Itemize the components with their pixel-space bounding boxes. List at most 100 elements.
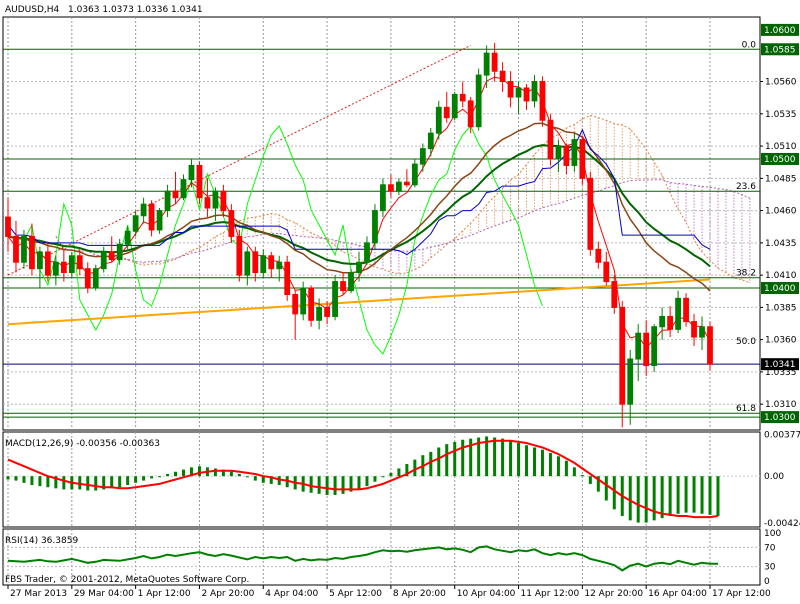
candle-body [587, 177, 594, 250]
stochastic-overlay [23, 125, 543, 355]
copyright-label: FBS Trader, © 2001-2012, MetaQuotes Soft… [5, 575, 249, 585]
macd-histogram-bar [413, 459, 417, 477]
macd-histogram-bar [373, 476, 377, 482]
macd-histogram-bar [46, 476, 50, 488]
macd-histogram-bar [405, 464, 409, 477]
candle-body [300, 287, 307, 315]
price-tick-label: 1.0510 [765, 142, 797, 152]
candle-body [332, 281, 338, 317]
candle-body [643, 332, 650, 366]
macd-histogram-bar [333, 476, 337, 495]
macd-histogram-bar [349, 476, 353, 492]
candle-body [683, 297, 689, 323]
macd-histogram-bar [525, 445, 529, 477]
macd-histogram-bar [556, 456, 560, 477]
fib-level-label: 38.2 [736, 269, 756, 279]
price-tick-label: 1.0335 [765, 368, 797, 378]
stochastic-line [23, 125, 543, 355]
macd-histogram-bar [381, 476, 385, 478]
candle-body [212, 190, 219, 209]
main-panel-frame [2, 16, 761, 431]
candle-body [531, 81, 538, 102]
price-tick-label: 1.0485 [765, 174, 797, 184]
macd-histogram-bar [14, 476, 18, 481]
macd-histogram-bar [261, 476, 265, 483]
candle-body [164, 190, 171, 212]
price-tick-label: 1.0535 [765, 110, 797, 120]
candle-body [571, 139, 578, 166]
candle-body [276, 261, 283, 270]
macd-histogram-bar [700, 476, 704, 514]
candle-body [116, 243, 123, 261]
macd-histogram-bar [134, 476, 138, 483]
candle-body [539, 81, 546, 121]
macd-histogram-bar [30, 476, 34, 486]
macd-histogram-bar [580, 475, 584, 477]
price-grid [2, 16, 761, 586]
candle-body [316, 306, 323, 321]
senkou-span-a [55, 114, 751, 284]
macd-histogram-bar [485, 436, 489, 477]
macd-histogram-bar [22, 476, 26, 483]
macd-histogram-bar [397, 468, 401, 477]
macd-histogram-bar [237, 473, 241, 477]
candle-body [228, 210, 235, 237]
candle-body [691, 321, 697, 338]
candle-body [611, 281, 618, 308]
price-tick-label: 1.0360 [765, 336, 797, 346]
level-price-label: 1.0600 [764, 26, 796, 36]
macd-histogram-bar [509, 440, 513, 477]
candle-body [475, 74, 482, 128]
macd-histogram-bar [86, 476, 90, 491]
candle-body [459, 93, 466, 102]
macd-histogram-bar [309, 476, 313, 493]
macd-histogram-bar [533, 447, 536, 477]
macd-histogram-bar [213, 468, 217, 477]
macd-histogram-bar [612, 476, 616, 510]
macd-histogram-bar [94, 476, 98, 491]
candle-body [108, 251, 115, 261]
macd-histogram-bar [189, 467, 193, 477]
candle-body [707, 326, 713, 365]
macd-histogram-bar [676, 476, 680, 514]
macd-histogram-bar [652, 476, 656, 521]
candle-body [563, 145, 570, 166]
macd-histogram-bar [150, 476, 154, 479]
rsi-tick-label: 70 [764, 543, 776, 553]
macd-histogram-bar [341, 476, 345, 494]
candle-body [148, 203, 155, 231]
candle-body [380, 184, 386, 212]
fib-level-label: 50.0 [736, 337, 756, 347]
macd-histogram-bar [269, 476, 273, 484]
candle-body [627, 358, 634, 405]
current-price-box [761, 358, 799, 371]
macd-histogram-bar [317, 476, 321, 494]
candle-body [156, 210, 163, 231]
candle-body [467, 100, 474, 128]
fibonacci-labels: 0.0 23.6 38.2 50.0 61.8 [736, 40, 756, 414]
level-price-label: 1.0500 [764, 155, 796, 165]
macd-histogram-bar [716, 476, 720, 516]
macd-histogram-bar [389, 472, 393, 477]
macd-histogram-bar [453, 441, 457, 477]
candle-body [21, 235, 27, 263]
macd-label: MACD(12,26,9) -0.00356 -0.00363 [5, 439, 160, 449]
candle-body [44, 251, 51, 276]
candle-body [5, 216, 11, 237]
support-resistance-lines [3, 48, 760, 418]
candle-body [132, 215, 139, 232]
macd-histogram-bar [708, 476, 712, 515]
time-tick-label: 5 Apr 12:00 [329, 589, 382, 599]
candle-body [308, 287, 315, 321]
candle-body [236, 235, 243, 276]
price-tick-label: 1.0410 [765, 271, 797, 281]
candle-body [419, 148, 426, 165]
macd-histogram-bar [365, 476, 369, 487]
candle-body [547, 119, 554, 160]
candle-body [284, 261, 291, 295]
candle-body [443, 106, 450, 119]
candle-body [491, 52, 498, 72]
candles [5, 42, 713, 428]
